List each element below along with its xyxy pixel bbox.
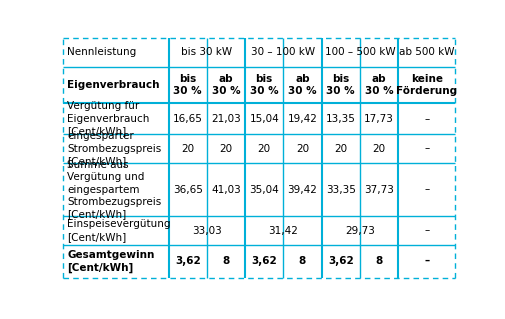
Text: ab
30 %: ab 30 % [211,74,240,96]
Text: 16,65: 16,65 [173,114,203,124]
Text: 17,73: 17,73 [363,114,393,124]
Text: 15,04: 15,04 [249,114,279,124]
Text: 33,03: 33,03 [191,226,221,235]
Text: 3,62: 3,62 [251,256,277,266]
Text: 20: 20 [295,144,309,153]
Text: 20: 20 [372,144,385,153]
Text: 20: 20 [181,144,194,153]
Text: bis
30 %: bis 30 % [173,74,201,96]
Text: ab 500 kW: ab 500 kW [398,48,453,57]
Text: 8: 8 [222,256,229,266]
Text: 20: 20 [219,144,232,153]
Text: –: – [423,184,429,195]
Text: 21,03: 21,03 [211,114,240,124]
Text: keine
Förderung: keine Förderung [395,74,457,96]
Text: Einspeisevergütung
[Cent/kWh]: Einspeisevergütung [Cent/kWh] [67,219,170,242]
Text: –: – [423,256,428,266]
Text: 13,35: 13,35 [325,114,355,124]
Text: 3,62: 3,62 [175,256,200,266]
Text: 31,42: 31,42 [268,226,297,235]
Text: 37,73: 37,73 [363,184,393,195]
Text: 35,04: 35,04 [249,184,279,195]
Text: ab
30 %: ab 30 % [287,74,316,96]
Text: 39,42: 39,42 [287,184,317,195]
Text: bis 30 kW: bis 30 kW [181,48,232,57]
Text: 36,65: 36,65 [173,184,203,195]
Text: –: – [423,114,429,124]
Text: –: – [423,144,429,153]
Text: 29,73: 29,73 [344,226,374,235]
Text: 8: 8 [375,256,382,266]
Text: Gesamtgewinn
[Cent/kWh]: Gesamtgewinn [Cent/kWh] [67,250,154,272]
Text: Summe aus
Vergütung und
eingespartem
Strombezugspreis
[Cent/kWh]: Summe aus Vergütung und eingespartem Str… [67,160,161,219]
Text: eingesparter
Strombezugspreis
[Cent/kWh]: eingesparter Strombezugspreis [Cent/kWh] [67,131,161,166]
Text: 100 – 500 kW: 100 – 500 kW [324,48,394,57]
Text: 41,03: 41,03 [211,184,240,195]
Text: Eigenverbrauch: Eigenverbrauch [67,80,160,90]
Text: bis
30 %: bis 30 % [326,74,355,96]
Text: Nennleistung: Nennleistung [67,48,136,57]
Text: Vergütung für
Eigenverbrauch
[Cent/kWh]: Vergütung für Eigenverbrauch [Cent/kWh] [67,101,149,136]
Text: –: – [423,226,429,235]
Text: 30 – 100 kW: 30 – 100 kW [251,48,315,57]
Text: 8: 8 [298,256,306,266]
Text: 20: 20 [257,144,270,153]
Text: ab
30 %: ab 30 % [364,74,392,96]
Text: 19,42: 19,42 [287,114,317,124]
Text: 33,35: 33,35 [325,184,355,195]
Text: 20: 20 [333,144,346,153]
Text: 3,62: 3,62 [327,256,353,266]
Text: bis
30 %: bis 30 % [249,74,278,96]
